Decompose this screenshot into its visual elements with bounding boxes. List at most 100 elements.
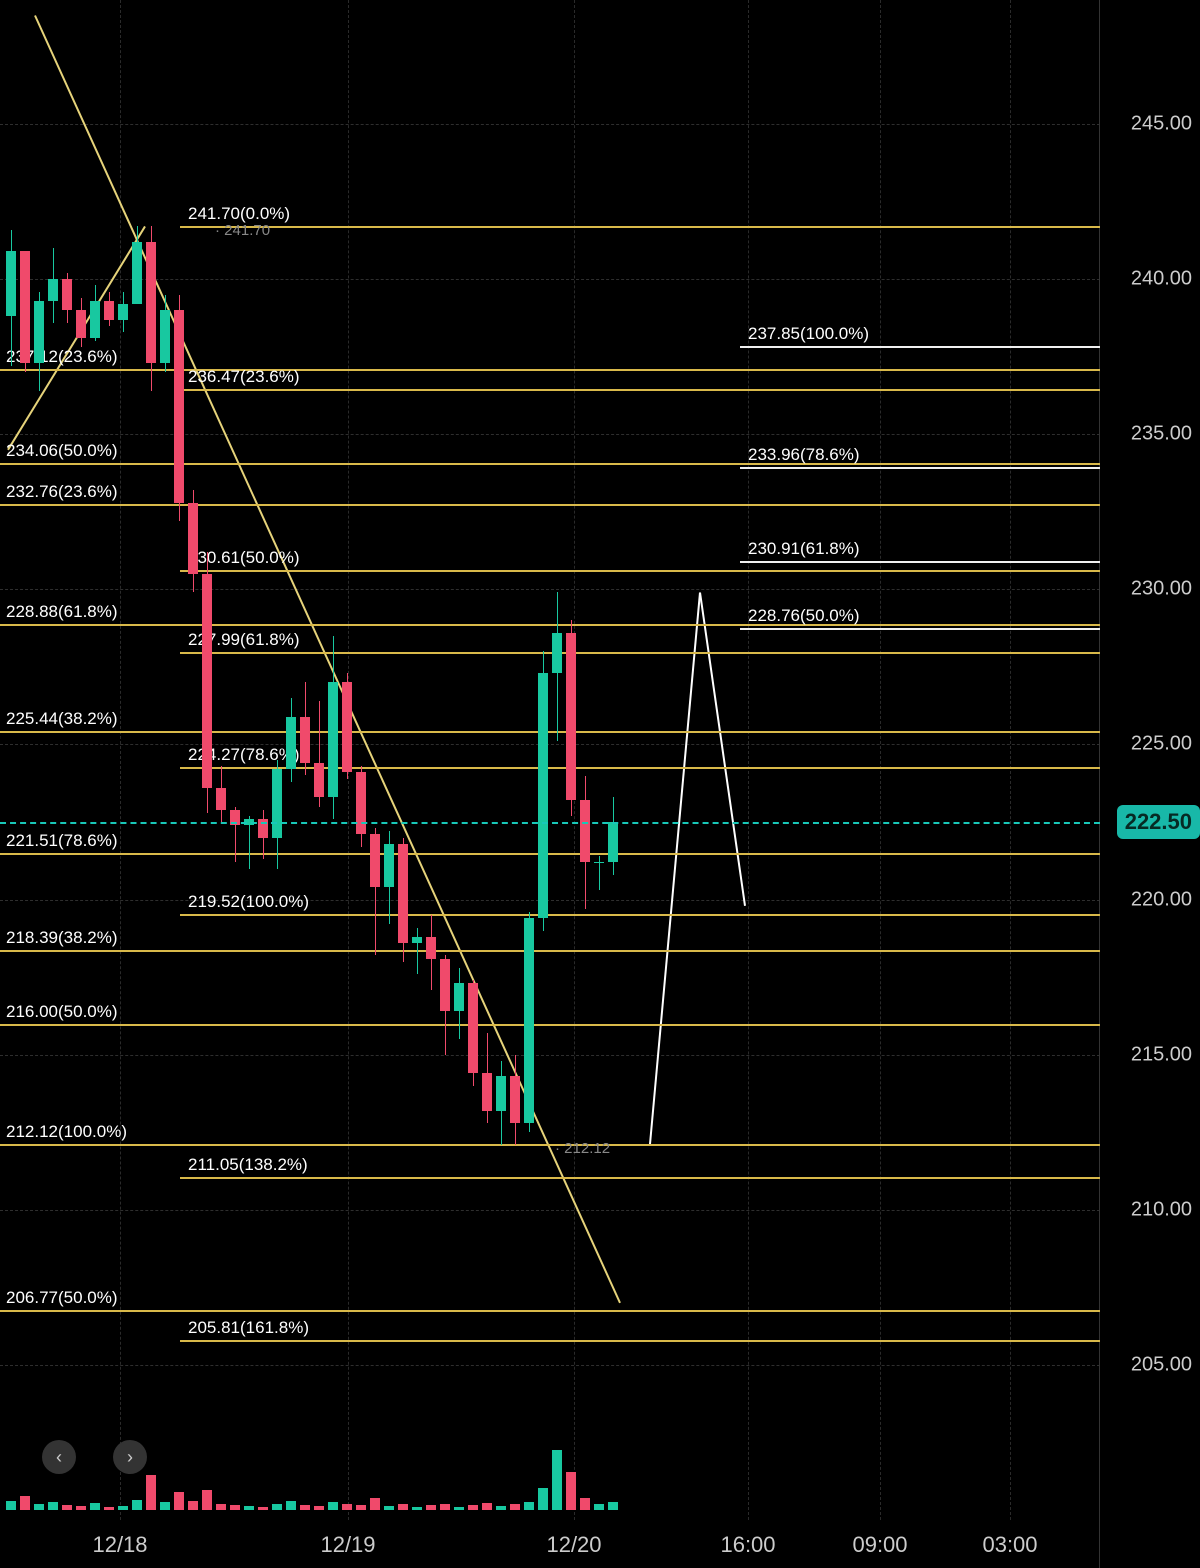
y-axis-label: 245.00 [1131,113,1192,136]
volume-bar [538,1488,548,1510]
candle-body[interactable] [76,310,86,338]
candle-body[interactable] [454,983,464,1011]
candle-body[interactable] [188,503,198,574]
volume-bar [132,1500,142,1510]
volume-bar [608,1502,618,1510]
candle-body[interactable] [34,301,44,363]
x-axis-label: 12/20 [546,1532,601,1558]
fib-level-line [0,504,1100,506]
anchor-point-label: · 212.12 [555,1140,610,1157]
candle-body[interactable] [384,844,394,887]
candle-body[interactable] [328,682,338,797]
candle-body[interactable] [524,918,534,1123]
candle-body[interactable] [216,788,226,810]
price-axis: 205.00210.00215.00220.00225.00230.00235.… [1099,0,1200,1568]
candle-body[interactable] [608,822,618,862]
volume-bar [258,1507,268,1510]
y-axis-label: 225.00 [1131,733,1192,756]
grid-line [0,279,1100,280]
candle-body[interactable] [20,251,30,363]
candle-body[interactable] [566,633,576,801]
candle-body[interactable] [510,1076,520,1123]
volume-bar [244,1506,254,1510]
candle-body[interactable] [482,1073,492,1110]
candle-wick [417,928,418,975]
trend-lines-layer [0,0,1200,1568]
x-axis-label: 09:00 [852,1532,907,1558]
candle-body[interactable] [398,844,408,943]
candle-body[interactable] [146,242,156,363]
candle-body[interactable] [48,279,58,301]
fib-level-line [0,1310,1100,1312]
candlestick-chart[interactable]: 205.00210.00215.00220.00225.00230.00235.… [0,0,1200,1568]
fib-level-line [0,1144,1100,1146]
fib-level-line [0,731,1100,733]
fib-level-label: 232.76(23.6%) [6,482,118,504]
candle-body[interactable] [440,959,450,1012]
volume-bar [496,1506,506,1510]
fib-level-line [180,1177,1100,1179]
x-axis-label: 12/18 [92,1532,147,1558]
candle-body[interactable] [90,301,100,338]
grid-line [0,1365,1100,1366]
candle-wick [599,856,600,890]
fib-level-label: 206.77(50.0%) [6,1288,118,1310]
candle-body[interactable] [342,682,352,772]
volume-bar [62,1505,72,1510]
x-axis-label: 12/19 [320,1532,375,1558]
fib-level-label: 237.85(100.0%) [748,324,869,346]
candle-body[interactable] [412,937,422,943]
candle-body[interactable] [426,937,436,959]
trend-line [700,592,745,905]
volume-bar [426,1505,436,1510]
grid-line [120,0,121,1520]
candle-body[interactable] [272,769,282,837]
volume-bar [216,1504,226,1510]
nav-prev-button[interactable]: ‹ [42,1440,76,1474]
volume-bar [118,1506,128,1510]
volume-bar [468,1505,478,1510]
candle-body[interactable] [202,574,212,788]
fib-level-line [740,628,1100,630]
fib-level-label: 211.05(138.2%) [188,1155,308,1177]
nav-next-button[interactable]: › [113,1440,147,1474]
candle-body[interactable] [6,251,16,316]
volume-bar [580,1498,590,1510]
grid-line [0,900,1100,901]
volume-bar [188,1501,198,1510]
candle-body[interactable] [496,1076,506,1110]
candle-body[interactable] [300,717,310,764]
candle-body[interactable] [552,633,562,673]
volume-bar [482,1503,492,1510]
fib-level-label: 228.88(61.8%) [6,602,118,624]
trend-line [650,592,700,1144]
volume-bar [6,1501,16,1510]
candle-body[interactable] [356,772,366,834]
candle-body[interactable] [538,673,548,918]
fib-level-line [0,1024,1100,1026]
volume-bar [104,1507,114,1510]
volume-bar [230,1505,240,1510]
candle-body[interactable] [118,304,128,320]
candle-body[interactable] [370,834,380,887]
volume-bar [412,1507,422,1510]
volume-bar [146,1475,156,1510]
candle-body[interactable] [314,763,324,797]
volume-bar [342,1504,352,1510]
candle-body[interactable] [468,983,478,1073]
candle-body[interactable] [580,800,590,862]
current-price-line [0,822,1100,824]
volume-bar [524,1502,534,1510]
candle-body[interactable] [104,301,114,320]
fib-level-line [180,1340,1100,1342]
volume-bar [286,1501,296,1510]
fib-level-line [740,346,1100,348]
y-axis-label: 235.00 [1131,423,1192,446]
candle-body[interactable] [160,310,170,363]
candle-body[interactable] [174,310,184,502]
candle-body[interactable] [132,242,142,304]
candle-body[interactable] [62,279,72,310]
candle-body[interactable] [286,717,296,770]
current-price-tag: 222.50 [1117,805,1200,839]
candle-body[interactable] [594,862,604,863]
